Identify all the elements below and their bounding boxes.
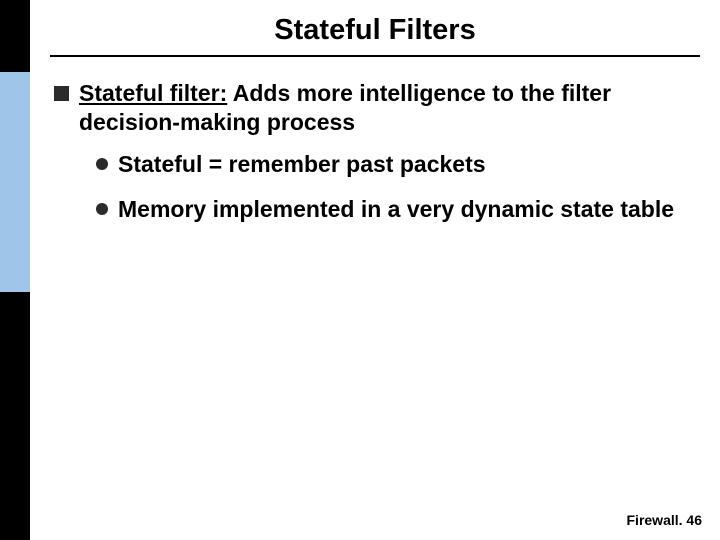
slide-content: Stateful Filters Stateful filter: Adds m… xyxy=(30,0,720,540)
bullet-level1-text: Stateful filter: Adds more intelligence … xyxy=(79,79,700,138)
bullet-list: Stateful filter: Adds more intelligence … xyxy=(50,79,700,225)
square-bullet-icon xyxy=(54,86,69,101)
slide-title: Stateful Filters xyxy=(50,14,700,55)
slide-footer: Firewall. 46 xyxy=(627,512,703,528)
footer-label: Firewall. xyxy=(627,512,683,528)
left-sidebar xyxy=(0,0,30,540)
bullet-level2: Memory implemented in a very dynamic sta… xyxy=(96,195,700,224)
bullet-level2-text: Stateful = remember past packets xyxy=(118,150,486,179)
sidebar-segment-middle xyxy=(0,72,30,292)
bullet-level2-text: Memory implemented in a very dynamic sta… xyxy=(118,195,674,224)
title-divider xyxy=(50,55,700,57)
circle-bullet-icon xyxy=(96,203,108,215)
circle-bullet-icon xyxy=(96,158,108,170)
sidebar-segment-top xyxy=(0,0,30,72)
bullet-level2: Stateful = remember past packets xyxy=(96,150,700,179)
sidebar-segment-bottom xyxy=(0,292,30,540)
sub-bullet-group: Stateful = remember past packets Memory … xyxy=(96,150,700,225)
footer-page-number: 46 xyxy=(686,512,702,528)
bullet-term: Stateful filter: xyxy=(79,80,227,106)
bullet-level1: Stateful filter: Adds more intelligence … xyxy=(54,79,700,138)
